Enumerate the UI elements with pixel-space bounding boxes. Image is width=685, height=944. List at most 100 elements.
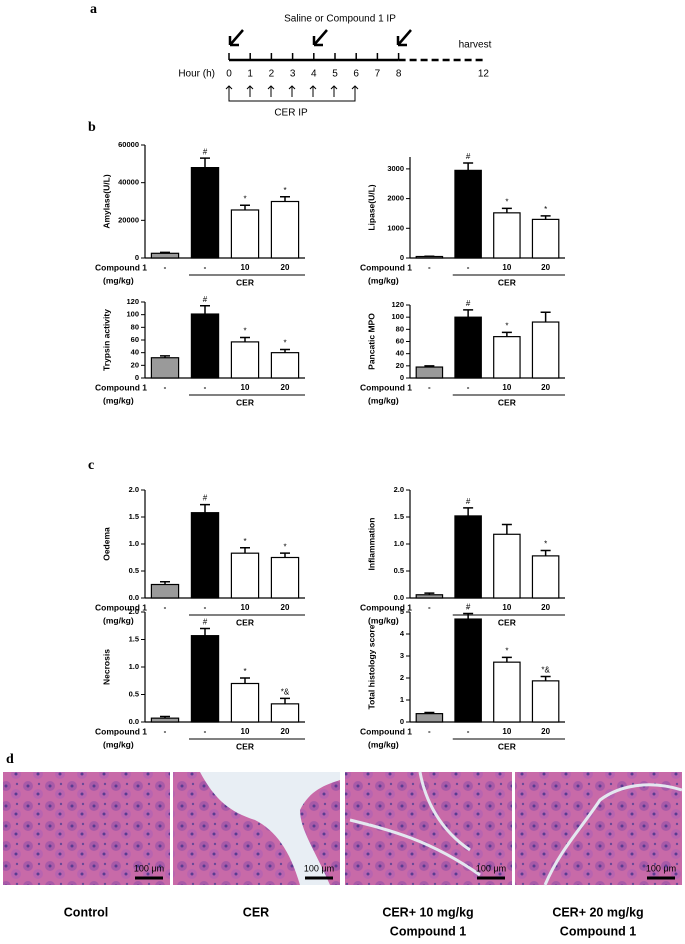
bar [416, 367, 442, 378]
group-label: CER [236, 617, 254, 627]
x-tick-label: 10 [241, 727, 250, 736]
significance-mark: * [505, 321, 508, 330]
significance-mark: *& [541, 666, 550, 675]
significance-mark: # [203, 494, 208, 503]
scale-bar-label: 100 μm [134, 863, 164, 873]
scale-bar-label: 100 μm [646, 863, 676, 873]
significance-mark: # [466, 603, 471, 612]
micrographs [3, 772, 682, 885]
bar [151, 253, 178, 258]
scale-bar-label: 100 μm [476, 863, 506, 873]
bar [151, 718, 178, 722]
bar [151, 585, 178, 599]
x-tick-label: - [204, 727, 207, 736]
significance-mark: # [466, 152, 471, 161]
significance-mark: * [243, 537, 246, 546]
y-tick-label: 1.0 [129, 539, 139, 548]
bar [191, 636, 218, 722]
y-tick-label: 2 [400, 673, 404, 682]
y-tick-label: 2000 [387, 194, 404, 203]
y-tick-label: 0 [400, 373, 404, 382]
y-tick-label: 1.0 [394, 539, 404, 548]
y-tick-label: 0 [135, 373, 139, 382]
bar [416, 595, 442, 598]
y-tick-label: 1.5 [394, 512, 404, 521]
error-bar [541, 312, 551, 322]
significance-mark: # [203, 618, 208, 627]
caption: Compound 1 [390, 924, 466, 938]
row-unit: (mg/kg) [368, 739, 399, 749]
hour-label: 8 [396, 69, 402, 80]
row-label: Compound 1 [95, 602, 147, 612]
significance-mark: # [203, 147, 208, 156]
y-tick-label: 1 [400, 695, 404, 704]
group-label: CER [236, 397, 254, 407]
y-tick-label: 120 [391, 300, 404, 309]
bar [455, 619, 481, 722]
error-bar [240, 205, 250, 210]
hour-label: 5 [332, 69, 338, 80]
bar [191, 513, 218, 598]
row-label: Compound 1 [360, 602, 412, 612]
bar [532, 322, 558, 378]
significance-mark: * [544, 205, 547, 214]
error-bar [502, 332, 512, 336]
panel-label: d [6, 752, 14, 767]
panel-label: c [88, 458, 94, 473]
bar [455, 317, 481, 378]
error-bar [541, 550, 551, 555]
error-bar [200, 629, 210, 636]
row-unit: (mg/kg) [103, 275, 134, 285]
x-tick-label: - [467, 727, 470, 736]
bar [191, 168, 218, 258]
x-tick-label: - [164, 263, 167, 272]
y-axis-label: Amylase(U/L) [101, 174, 111, 228]
bar [455, 170, 481, 258]
y-tick-label: 80 [131, 322, 139, 331]
injection-arrows [230, 30, 411, 45]
bar [455, 516, 481, 598]
x-tick-label: 20 [281, 383, 290, 392]
error-bar [502, 208, 512, 212]
x-tick-label: 20 [541, 727, 550, 736]
y-tick-label: 20 [131, 360, 139, 369]
y-tick-label: 100 [126, 310, 139, 319]
y-tick-label: 2.0 [394, 485, 404, 494]
bar [151, 358, 178, 378]
x-tick-label: 10 [502, 263, 511, 272]
x-tick-label: 20 [541, 383, 550, 392]
bar [416, 714, 442, 722]
bar [494, 213, 520, 258]
y-tick-label: 60 [131, 335, 139, 344]
hour-label: 4 [311, 69, 317, 80]
group-label: CER [498, 741, 516, 751]
x-tick-label: - [467, 263, 470, 272]
y-tick-label: 0.5 [394, 566, 404, 575]
bar [271, 202, 298, 259]
y-tick-label: 0 [135, 253, 139, 262]
x-tick-label: - [428, 727, 431, 736]
x-tick-label: - [164, 727, 167, 736]
hour-label: Hour (h) [178, 69, 215, 80]
y-tick-label: 1000 [387, 223, 404, 232]
hour-label: 0 [226, 69, 232, 80]
significance-mark: * [544, 540, 547, 549]
y-tick-label: 80 [396, 324, 404, 333]
significance-mark: * [243, 667, 246, 676]
significance-mark: * [505, 198, 508, 207]
x-tick-label: 10 [502, 603, 511, 612]
row-unit: (mg/kg) [368, 275, 399, 285]
hour-label: 3 [290, 69, 296, 80]
bar [532, 556, 558, 598]
bar [271, 704, 298, 722]
group-label: CER [498, 397, 516, 407]
x-tick-label: - [204, 263, 207, 272]
error-bar [463, 508, 473, 516]
significance-mark: # [466, 497, 471, 506]
y-axis-label: Pancatic MPO [366, 313, 376, 370]
error-bar [200, 158, 210, 167]
y-tick-label: 0.5 [129, 566, 139, 575]
y-tick-label: 0.0 [394, 593, 404, 602]
y-axis-label: Oedema [101, 527, 111, 561]
y-tick-label: 1.5 [129, 512, 139, 521]
